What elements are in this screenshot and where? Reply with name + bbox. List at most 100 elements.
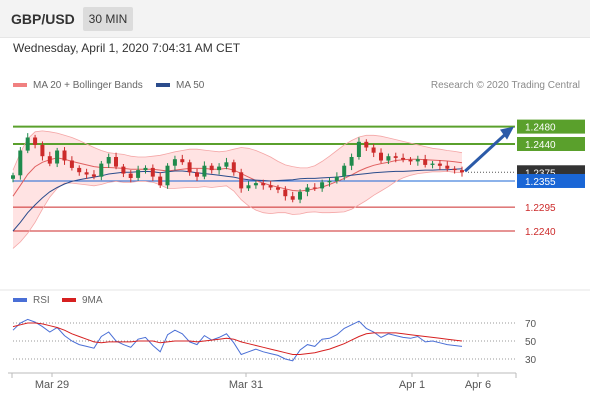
ma20-line <box>12 157 463 197</box>
candle-body <box>342 165 347 177</box>
legend-rsi-label: RSI <box>33 295 50 306</box>
candle-body <box>371 147 376 153</box>
candle-body <box>452 168 457 171</box>
candle-body <box>91 174 96 177</box>
time-axis-label: Mar 29 <box>35 379 69 391</box>
candle-body <box>327 181 332 183</box>
candle-body <box>305 187 310 192</box>
level-label-pivot: 1.2355 <box>525 177 556 188</box>
bb-upper-line <box>12 130 463 171</box>
candle-body <box>195 172 199 177</box>
legend-ma50: MA 50 <box>156 80 204 91</box>
level-label-current: 1.2375 <box>525 168 556 179</box>
candle-body <box>379 152 383 161</box>
time-axis-label: Apr 1 <box>399 379 425 391</box>
candle-body <box>106 157 111 164</box>
candle-body <box>231 162 236 173</box>
ma20-swatch <box>13 83 27 88</box>
timeframe-badge[interactable]: 30 MIN <box>83 7 133 31</box>
rsi-level-label: 30 <box>525 355 537 366</box>
legend-rsi: RSI <box>13 295 50 306</box>
legend-9ma: 9MA <box>62 295 103 306</box>
rsi-swatch <box>13 298 27 303</box>
candle-body <box>121 166 126 174</box>
candle-body <box>33 137 38 145</box>
candle-body <box>224 162 229 167</box>
candle-body <box>158 176 163 186</box>
level-tag-target <box>517 119 585 134</box>
time-axis-label: Apr 6 <box>465 379 491 391</box>
candle-body <box>320 182 325 189</box>
candle-body <box>430 163 435 165</box>
level-label-resistance: 1.2440 <box>525 140 556 151</box>
candle-body <box>84 172 89 175</box>
candle-body <box>202 165 207 177</box>
candle-body <box>312 187 317 189</box>
candle-body <box>408 159 413 162</box>
candle-body <box>415 159 420 162</box>
candle-body <box>165 165 170 186</box>
legend-ma50-label: MA 50 <box>176 80 205 91</box>
symbol-title: GBP/USD <box>11 11 75 27</box>
outlook-arrow-head <box>500 126 514 140</box>
candle-body <box>209 165 214 171</box>
candle-body <box>445 165 450 169</box>
candle-body <box>180 159 185 163</box>
candle-body <box>239 172 244 189</box>
level-label-support: 1.2240 <box>525 227 556 238</box>
rsi-level-label: 70 <box>525 319 537 330</box>
candle-body <box>349 157 354 166</box>
candle-body <box>47 156 52 164</box>
candle-body <box>334 176 339 181</box>
candle-body <box>401 157 406 160</box>
research-credit: Research © 2020 Trading Central <box>430 80 580 91</box>
header-bar: GBP/USD 30 MIN <box>0 0 590 38</box>
candle-body <box>298 191 302 200</box>
legend-ma20: MA 20 + Bollinger Bands <box>13 80 143 91</box>
candle-body <box>172 159 177 166</box>
candle-body <box>114 157 118 167</box>
outlook-arrow-shaft <box>463 132 508 173</box>
candle-body <box>187 162 192 173</box>
candle-body <box>77 167 82 173</box>
rsi-level-label: 50 <box>525 337 537 348</box>
candle-body <box>246 185 251 189</box>
candle-body <box>261 183 266 186</box>
candle-body <box>62 150 67 161</box>
candle-body <box>55 150 60 164</box>
level-tag-resistance <box>517 137 585 151</box>
candle-body <box>253 183 258 186</box>
candle-body <box>25 137 30 151</box>
level-label-target: 1.2480 <box>525 123 556 134</box>
candle-body <box>290 196 295 200</box>
rsi-line <box>12 318 463 362</box>
candle-body <box>11 175 15 179</box>
legend-ma20-label: MA 20 + Bollinger Bands <box>33 80 143 91</box>
bb-lower-line <box>12 170 463 249</box>
candle-body <box>18 150 23 176</box>
time-axis-label: Mar 31 <box>229 379 263 391</box>
candle-body <box>217 166 222 171</box>
candle-body <box>69 160 74 168</box>
rsi-ma-line <box>12 322 463 355</box>
candle-body <box>283 189 288 197</box>
chart-datetime: Wednesday, April 1, 2020 7:04:31 AM CET <box>13 41 241 55</box>
candle-body <box>40 144 45 157</box>
candle-body <box>150 167 155 177</box>
candle-body <box>136 170 141 178</box>
candle-body <box>423 159 428 165</box>
candle-body <box>460 170 464 173</box>
candle-body <box>393 156 398 158</box>
candle-body <box>437 163 442 166</box>
candle-body <box>356 141 361 157</box>
candle-body <box>99 163 104 177</box>
candle-body <box>128 173 133 178</box>
candle-body <box>143 167 148 171</box>
legend-9ma-label: 9MA <box>82 295 103 306</box>
candle-body <box>268 185 273 188</box>
ma50-line <box>12 168 463 232</box>
level-tag-pivot <box>517 173 585 188</box>
ma50-swatch <box>156 83 170 88</box>
